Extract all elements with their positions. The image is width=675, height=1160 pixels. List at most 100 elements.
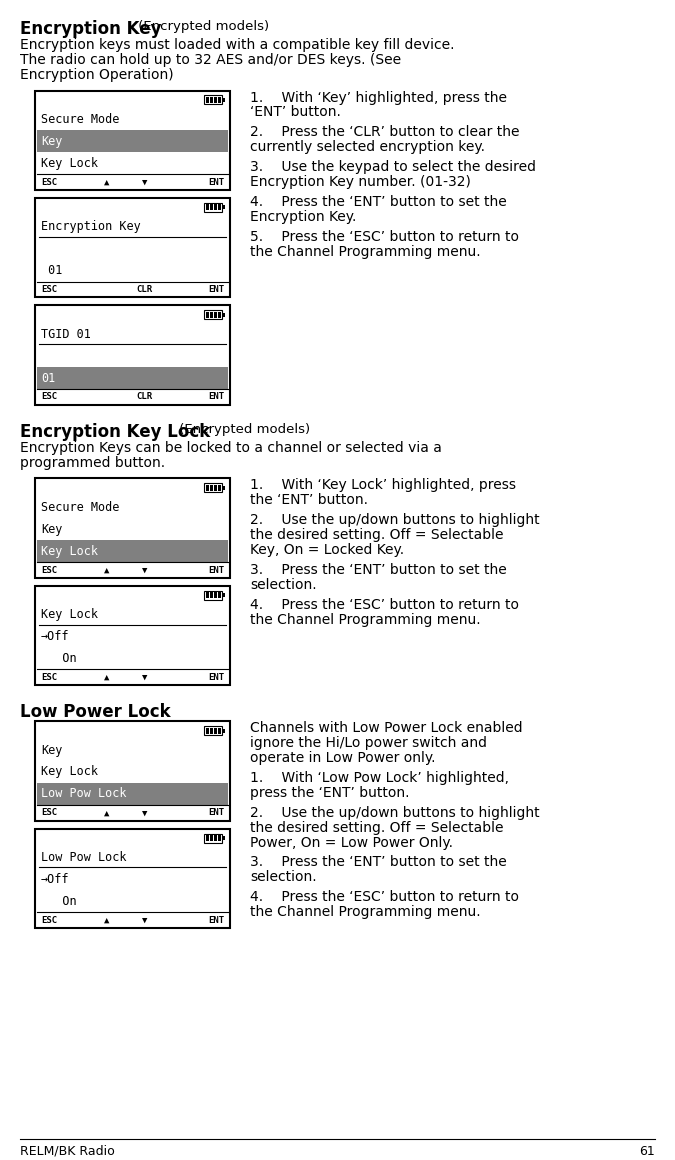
Text: selection.: selection. xyxy=(250,578,317,592)
Text: ESC: ESC xyxy=(41,566,57,574)
Text: 01: 01 xyxy=(41,264,62,277)
Text: ESC: ESC xyxy=(41,177,57,187)
Text: →Off: →Off xyxy=(41,872,70,886)
Bar xyxy=(210,204,213,210)
Bar xyxy=(37,367,228,389)
Text: ▼: ▼ xyxy=(142,566,147,574)
Text: Encryption Keys can be locked to a channel or selected via a: Encryption Keys can be locked to a chann… xyxy=(20,441,442,455)
Text: Channels with Low Power Lock enabled: Channels with Low Power Lock enabled xyxy=(250,722,522,735)
Text: currently selected encryption key.: currently selected encryption key. xyxy=(250,140,485,154)
Bar xyxy=(204,590,222,600)
Bar xyxy=(218,835,221,841)
Text: Encryption Key number. (01-32): Encryption Key number. (01-32) xyxy=(250,175,471,189)
Text: ESC: ESC xyxy=(41,915,57,925)
Text: selection.: selection. xyxy=(250,870,317,884)
Text: Encryption keys must loaded with a compatible key fill device.: Encryption keys must loaded with a compa… xyxy=(20,38,454,52)
Bar xyxy=(204,484,222,492)
Text: Secure Mode: Secure Mode xyxy=(41,501,119,514)
Bar xyxy=(37,130,228,152)
Bar xyxy=(210,727,213,733)
Bar xyxy=(35,828,230,928)
Text: On: On xyxy=(41,652,77,665)
Text: CLR: CLR xyxy=(136,392,153,401)
Text: press the ‘ENT’ button.: press the ‘ENT’ button. xyxy=(250,785,410,800)
Bar xyxy=(214,593,217,599)
Bar xyxy=(204,95,222,104)
Bar xyxy=(206,97,209,103)
Text: 5.  Press the ‘ESC’ button to return to: 5. Press the ‘ESC’ button to return to xyxy=(250,230,519,244)
Text: Encryption Key: Encryption Key xyxy=(41,220,141,233)
Text: ENT: ENT xyxy=(208,809,224,818)
Bar xyxy=(214,485,217,491)
Bar xyxy=(204,311,222,319)
Text: the ‘ENT’ button.: the ‘ENT’ button. xyxy=(250,493,368,507)
Text: ESC: ESC xyxy=(41,392,57,401)
Text: (Encrypted models): (Encrypted models) xyxy=(134,20,269,32)
Text: ▼: ▼ xyxy=(142,809,147,818)
Bar xyxy=(210,97,213,103)
Bar xyxy=(206,312,209,318)
Bar xyxy=(206,485,209,491)
Text: CLR: CLR xyxy=(136,285,153,293)
Bar xyxy=(222,97,225,102)
Bar xyxy=(210,593,213,599)
Text: ENT: ENT xyxy=(208,392,224,401)
Text: ▲: ▲ xyxy=(105,809,110,818)
Text: Encryption Operation): Encryption Operation) xyxy=(20,67,173,81)
Text: the Channel Programming menu.: the Channel Programming menu. xyxy=(250,245,481,259)
Text: Key: Key xyxy=(41,523,62,536)
Text: ▼: ▼ xyxy=(142,673,147,682)
Text: 61: 61 xyxy=(639,1145,655,1158)
Bar xyxy=(35,198,230,297)
Text: 3.  Press the ‘ENT’ button to set the: 3. Press the ‘ENT’ button to set the xyxy=(250,563,507,577)
Text: 1.  With ‘Low Pow Lock’ highlighted,: 1. With ‘Low Pow Lock’ highlighted, xyxy=(250,771,509,785)
Text: 01: 01 xyxy=(41,371,55,384)
Bar xyxy=(37,541,228,563)
Text: Low Pow Lock: Low Pow Lock xyxy=(41,788,126,800)
Bar xyxy=(206,204,209,210)
Bar xyxy=(206,593,209,599)
Bar xyxy=(206,835,209,841)
Text: 1.  With ‘Key’ highlighted, press the: 1. With ‘Key’ highlighted, press the xyxy=(250,90,507,104)
Text: Key Lock: Key Lock xyxy=(41,608,98,622)
Text: Secure Mode: Secure Mode xyxy=(41,113,119,126)
Text: ‘ENT’ button.: ‘ENT’ button. xyxy=(250,106,341,119)
Bar xyxy=(210,485,213,491)
Text: the Channel Programming menu.: the Channel Programming menu. xyxy=(250,612,481,626)
Bar xyxy=(35,478,230,578)
Text: the desired setting. Off = Selectable: the desired setting. Off = Selectable xyxy=(250,820,504,835)
Text: (Encrypted models): (Encrypted models) xyxy=(175,422,310,436)
Bar xyxy=(222,486,225,490)
Text: ESC: ESC xyxy=(41,809,57,818)
Text: ENT: ENT xyxy=(208,177,224,187)
Bar xyxy=(204,203,222,212)
Text: Low Power Lock: Low Power Lock xyxy=(20,703,171,722)
Bar xyxy=(35,90,230,190)
Bar xyxy=(214,312,217,318)
Text: Key Lock: Key Lock xyxy=(41,157,98,169)
Text: 3.  Press the ‘ENT’ button to set the: 3. Press the ‘ENT’ button to set the xyxy=(250,855,507,870)
Bar xyxy=(210,312,213,318)
Bar xyxy=(218,204,221,210)
Text: Low Pow Lock: Low Pow Lock xyxy=(41,851,126,864)
Bar xyxy=(35,305,230,405)
Text: 4.  Press the ‘ENT’ button to set the: 4. Press the ‘ENT’ button to set the xyxy=(250,195,507,209)
Text: ▲: ▲ xyxy=(105,566,110,574)
Bar xyxy=(218,593,221,599)
Text: RELM/BK Radio: RELM/BK Radio xyxy=(20,1145,115,1158)
Text: TGID 01: TGID 01 xyxy=(41,328,91,341)
Text: operate in Low Power only.: operate in Low Power only. xyxy=(250,751,435,766)
Bar xyxy=(218,485,221,491)
Bar xyxy=(222,728,225,733)
Text: ▼: ▼ xyxy=(142,915,147,925)
Bar xyxy=(37,783,228,805)
Text: Encryption Key Lock: Encryption Key Lock xyxy=(20,422,210,441)
Text: 4.  Press the ‘ESC’ button to return to: 4. Press the ‘ESC’ button to return to xyxy=(250,891,519,905)
Text: The radio can hold up to 32 AES and/or DES keys. (See: The radio can hold up to 32 AES and/or D… xyxy=(20,52,401,67)
Text: the desired setting. Off = Selectable: the desired setting. Off = Selectable xyxy=(250,528,504,542)
Text: ignore the Hi/Lo power switch and: ignore the Hi/Lo power switch and xyxy=(250,737,487,751)
Bar xyxy=(218,97,221,103)
Bar xyxy=(222,313,225,317)
Text: ENT: ENT xyxy=(208,566,224,574)
Bar xyxy=(222,205,225,210)
